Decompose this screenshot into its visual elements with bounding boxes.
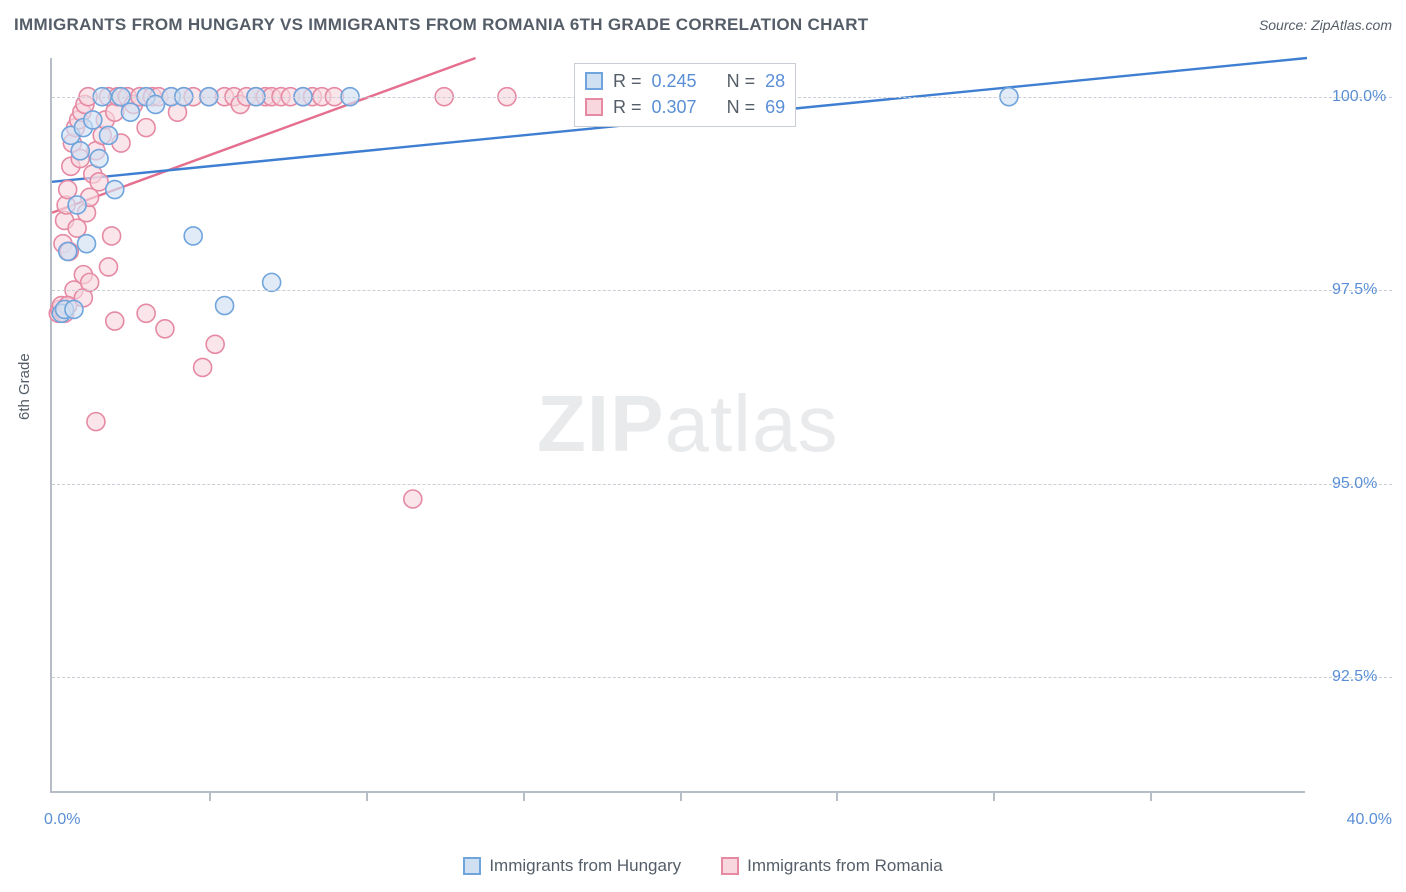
legend-swatch-romania (585, 98, 603, 116)
legend-swatch-hungary (585, 72, 603, 90)
legend-item-hungary: Immigrants from Hungary (463, 856, 681, 876)
x-tick-label: 0.0% (44, 811, 80, 829)
point-hungary (99, 126, 117, 144)
point-romania (156, 320, 174, 338)
source-label: Source: (1259, 17, 1307, 33)
x-tick (1150, 791, 1152, 801)
x-tick (366, 791, 368, 801)
legend-n-value: 69 (765, 94, 785, 120)
point-hungary (68, 196, 86, 214)
point-hungary (121, 103, 139, 121)
legend-series-name: Immigrants from Romania (747, 856, 943, 876)
point-romania (404, 490, 422, 508)
point-romania (81, 273, 99, 291)
point-romania (103, 227, 121, 245)
point-hungary (90, 150, 108, 168)
legend-n-value: 28 (765, 68, 785, 94)
chart-title: IMMIGRANTS FROM HUNGARY VS IMMIGRANTS FR… (14, 15, 868, 35)
point-romania (106, 312, 124, 330)
point-romania (99, 258, 117, 276)
legend-r-value: 0.245 (652, 68, 697, 94)
x-tick (680, 791, 682, 801)
point-romania (137, 304, 155, 322)
legend-r-value: 0.307 (652, 94, 697, 120)
legend-swatch-hungary (463, 857, 481, 875)
series-legend: Immigrants from Hungary Immigrants from R… (0, 856, 1406, 876)
point-romania (137, 119, 155, 137)
chart-source: Source: ZipAtlas.com (1259, 17, 1392, 33)
point-hungary (65, 300, 83, 318)
point-hungary (216, 297, 234, 315)
gridline (52, 290, 1392, 291)
legend-swatch-romania (721, 857, 739, 875)
x-tick-label: 40.0% (1347, 811, 1392, 829)
legend-row-romania: R = 0.307 N = 69 (585, 94, 785, 120)
legend-r-label: R = (613, 94, 642, 120)
legend-n-label: N = (727, 94, 756, 120)
point-hungary (263, 273, 281, 291)
legend-row-hungary: R = 0.245 N = 28 (585, 68, 785, 94)
point-hungary (59, 242, 77, 260)
point-romania (194, 358, 212, 376)
legend-item-romania: Immigrants from Romania (721, 856, 943, 876)
gridline (52, 677, 1392, 678)
point-hungary (78, 235, 96, 253)
point-romania (206, 335, 224, 353)
y-axis-label: 6th Grade (16, 353, 33, 420)
x-tick (209, 791, 211, 801)
source-value: ZipAtlas.com (1311, 17, 1392, 33)
legend-series-name: Immigrants from Hungary (489, 856, 681, 876)
x-tick (523, 791, 525, 801)
legend-n-label: N = (727, 68, 756, 94)
correlation-legend: R = 0.245 N = 28 R = 0.307 N = 69 (574, 63, 796, 127)
point-hungary (71, 142, 89, 160)
chart-header: IMMIGRANTS FROM HUNGARY VS IMMIGRANTS FR… (14, 10, 1392, 40)
point-hungary (84, 111, 102, 129)
x-tick (993, 791, 995, 801)
point-hungary (184, 227, 202, 245)
scatter-svg (52, 58, 1305, 791)
point-romania (87, 413, 105, 431)
plot-area: ZIPatlas R =0.245N =28R =0.307N =69 92.5… (50, 58, 1305, 793)
legend-r-label: R = (613, 68, 642, 94)
x-tick (836, 791, 838, 801)
point-hungary (106, 181, 124, 199)
gridline (52, 484, 1392, 485)
